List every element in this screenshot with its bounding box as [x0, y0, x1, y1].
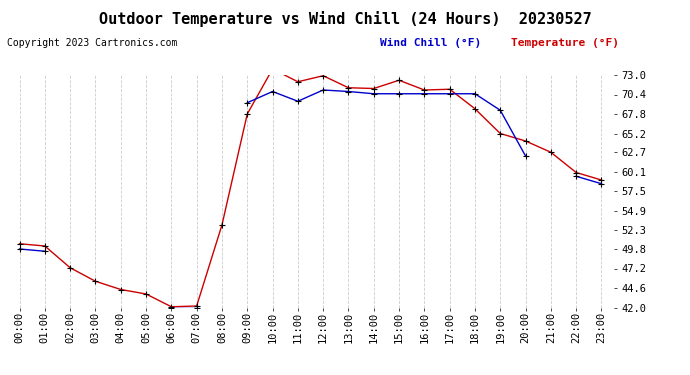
Text: Outdoor Temperature vs Wind Chill (24 Hours)  20230527: Outdoor Temperature vs Wind Chill (24 Ho…	[99, 11, 591, 27]
Text: Wind Chill (°F): Wind Chill (°F)	[380, 38, 481, 48]
Text: Copyright 2023 Cartronics.com: Copyright 2023 Cartronics.com	[7, 38, 177, 48]
Text: Temperature (°F): Temperature (°F)	[511, 38, 619, 48]
